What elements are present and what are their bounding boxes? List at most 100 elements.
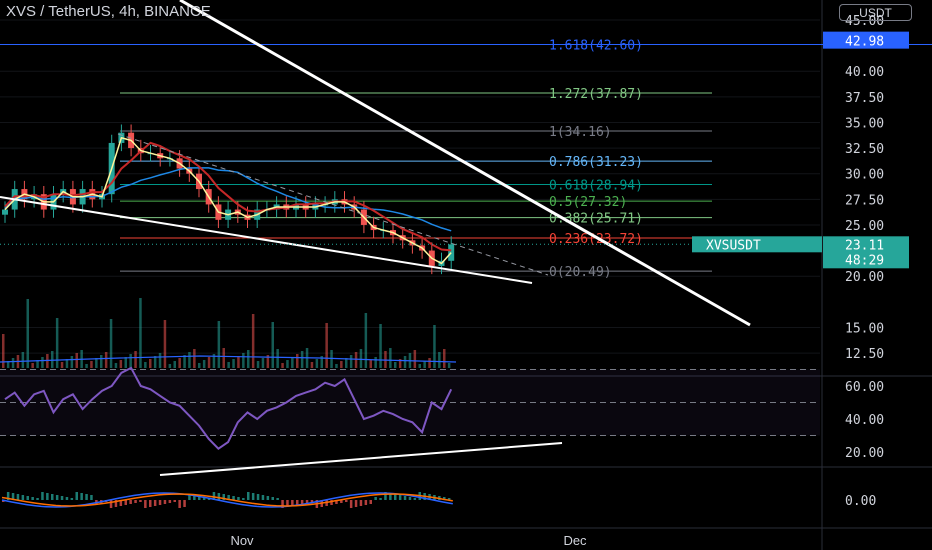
- volume-bar: [325, 323, 328, 368]
- macd-histogram-bar: [55, 495, 59, 500]
- macd-histogram-bar: [296, 500, 299, 505]
- volume-bar: [418, 364, 421, 368]
- fib-level-label: 0.786(31.23): [549, 155, 643, 170]
- macd-histogram-bar: [80, 493, 83, 500]
- volume-bar: [251, 314, 255, 368]
- wedge-upper-line: [117, 133, 549, 276]
- volume-bar: [222, 348, 225, 368]
- volume-bar: [389, 348, 392, 368]
- volume-bar: [266, 355, 270, 368]
- macd-histogram-bar: [168, 500, 172, 503]
- price-tick-label: 45.00: [845, 14, 884, 29]
- macd-histogram-bar: [119, 500, 123, 506]
- macd-histogram-bar: [237, 497, 240, 500]
- macd-histogram-bar: [271, 497, 274, 500]
- volume-bar: [379, 324, 382, 368]
- volume-bar: [100, 355, 103, 368]
- volume-bar: [90, 361, 93, 368]
- price-tick-label: 25.00: [845, 219, 884, 234]
- volume-bar: [423, 361, 426, 368]
- volume-bar: [232, 359, 235, 368]
- volume-bar: [124, 357, 127, 368]
- rsi-tick-label: 60.00: [845, 380, 884, 395]
- volume-bar: [276, 349, 279, 368]
- symbol-tag-label: XVSUSDT: [706, 238, 761, 253]
- price-tick-label: 40.00: [845, 65, 884, 80]
- macd-histogram-bar: [26, 496, 29, 500]
- volume-bar: [384, 351, 387, 368]
- macd-histogram-bar: [193, 495, 196, 500]
- macd-histogram-bar: [85, 494, 88, 500]
- macd-histogram-bar: [364, 500, 368, 505]
- volume-bar: [168, 364, 172, 368]
- macd-histogram-bar: [359, 500, 363, 506]
- macd-histogram-bar: [139, 500, 142, 502]
- fib-level-label: 0.236(23.72): [549, 232, 643, 247]
- price-axis[interactable]: 45.00 40.00 37.50 35.00 32.50 30.00 27.50 25.00…: [845, 14, 884, 509]
- fib-level-label: 0.5(27.32): [549, 195, 627, 210]
- price-tick-label: 27.50: [845, 193, 884, 208]
- price-tick-label: 15.00: [845, 321, 884, 336]
- volume-bar: [119, 360, 123, 368]
- volume-bar: [271, 322, 274, 368]
- volume-bar: [158, 353, 162, 368]
- macd-histogram-bar: [41, 492, 44, 500]
- volume-bar: [354, 352, 358, 368]
- macd-histogram-bar: [6, 492, 10, 500]
- macd-histogram-bar: [51, 494, 54, 500]
- moving-averages: [4, 136, 452, 265]
- volume-bar: [188, 352, 191, 368]
- macd-histogram-bar: [149, 500, 152, 507]
- macd-histogram-bar: [124, 500, 127, 505]
- macd-histogram-bar: [36, 498, 39, 500]
- time-tick-label: Dec: [563, 533, 587, 548]
- volume-bar: [202, 360, 206, 368]
- macd-histogram-bar: [242, 498, 245, 500]
- macd-histogram-bar: [60, 496, 64, 500]
- price-tick-label: 20.00: [845, 270, 884, 285]
- time-axis[interactable]: Nov Dec: [230, 533, 587, 548]
- volume-bar: [261, 358, 265, 368]
- current-price-tag: [823, 236, 909, 269]
- volume-bar: [281, 363, 284, 368]
- macd-histogram-bar: [251, 493, 255, 500]
- macd-histogram-bar: [144, 500, 147, 508]
- macd-histogram-bar: [335, 500, 338, 504]
- macd-histogram-bar: [403, 496, 407, 500]
- macd-histogram-bar: [153, 500, 157, 506]
- volume-bar: [330, 350, 333, 368]
- currency-button[interactable]: USDT: [839, 4, 912, 21]
- volume-ma-line: [0, 355, 457, 363]
- volume-bar: [183, 355, 186, 368]
- volume-bar: [95, 358, 98, 368]
- volume-bar: [247, 350, 250, 368]
- volume-bar: [320, 356, 323, 368]
- macd-histogram-bar: [300, 500, 304, 504]
- volume-bar: [129, 354, 132, 368]
- macd-histogram-bar: [217, 493, 221, 500]
- volume-bar: [345, 358, 348, 368]
- volume-bar: [51, 351, 54, 368]
- volume-bar: [438, 352, 441, 368]
- volume-bar: [193, 349, 196, 368]
- fibonacci-retracement: 1.618(42.60) 1.272(37.87) 1(34.16) 0.786(31…: [0, 39, 932, 280]
- volume-bar: [114, 363, 118, 368]
- chart-title: XVS / TetherUS, 4h, BINANCE: [6, 3, 211, 20]
- macd-histogram-bar: [212, 492, 216, 500]
- macd-histogram-bar: [394, 494, 397, 500]
- volume-bar: [178, 358, 181, 368]
- volume-bar: [237, 356, 240, 368]
- volume-bar: [11, 358, 15, 368]
- macd-histogram-bar: [443, 497, 446, 500]
- rsi-tick-label: 20.00: [845, 446, 884, 461]
- volume-bar: [398, 359, 402, 368]
- fib-top-price-tag: [823, 31, 909, 49]
- volume-bar: [443, 349, 446, 368]
- fib-level-label: 0.618(28.94): [549, 179, 643, 194]
- volume-bar: [374, 357, 377, 368]
- macd-histogram-bar: [286, 500, 289, 507]
